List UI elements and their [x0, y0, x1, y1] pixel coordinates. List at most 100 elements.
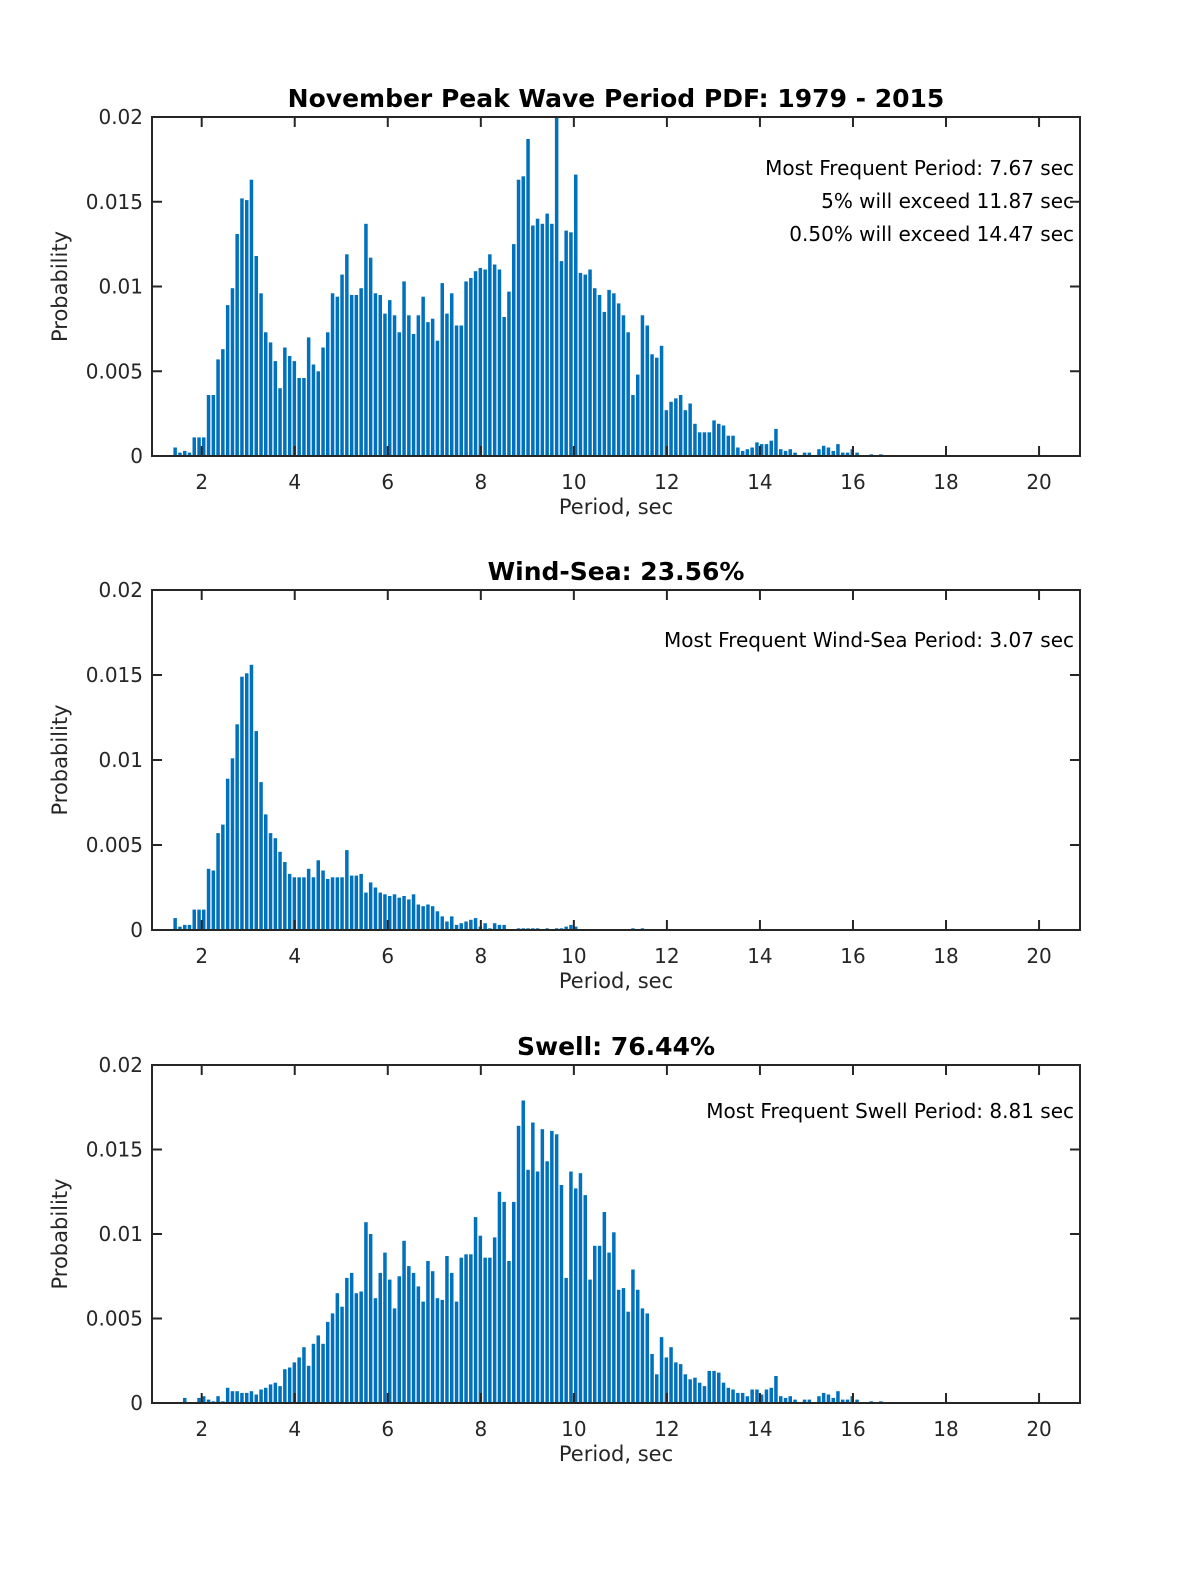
- bar: [359, 873, 363, 930]
- bar: [569, 232, 573, 456]
- bar: [216, 359, 220, 456]
- bar: [793, 452, 797, 456]
- bar: [683, 410, 688, 456]
- bar: [421, 906, 425, 930]
- bar: [574, 1188, 578, 1403]
- bar: [445, 313, 449, 456]
- bar: [240, 676, 244, 930]
- bar: [287, 356, 292, 456]
- bar: [445, 921, 449, 930]
- bar: [483, 269, 487, 456]
- bar: [502, 924, 506, 930]
- bar: [621, 315, 626, 456]
- bar: [297, 877, 301, 930]
- axis-ticks: [152, 116, 1080, 457]
- bar: [597, 295, 602, 456]
- bar: [354, 295, 359, 456]
- bar: [774, 428, 778, 456]
- annotation-most-frequent-windsea-period: Most Frequent Wind-Sea Period: 3.07 sec: [664, 628, 1074, 652]
- x-tick-label: 8: [474, 470, 487, 494]
- bar: [335, 877, 340, 930]
- bar: [483, 923, 487, 930]
- bar: [225, 305, 230, 456]
- bar: [669, 401, 673, 456]
- bar: [545, 213, 549, 456]
- bar: [855, 1399, 859, 1403]
- x-tick-label: 14: [747, 470, 772, 494]
- bar: [178, 452, 182, 456]
- bar: [497, 924, 502, 930]
- bar: [335, 1293, 340, 1404]
- bar: [745, 1396, 750, 1403]
- bar: [183, 924, 187, 930]
- bar: [507, 1261, 511, 1403]
- bar: [779, 1396, 783, 1403]
- bar: [373, 887, 378, 930]
- bar: [364, 892, 368, 930]
- bar: [464, 921, 468, 930]
- chart-3-annotations: Most Frequent Swell Period: 8.81 sec: [252, 1095, 1074, 1128]
- x-tick-label: 20: [1026, 944, 1051, 968]
- bar: [645, 325, 649, 456]
- bar: [841, 1399, 845, 1403]
- bar: [349, 875, 354, 930]
- annotation-5pct-exceed: 5% will exceed 11.87 sec: [821, 189, 1074, 213]
- bar: [292, 877, 297, 930]
- bar: [602, 1212, 607, 1403]
- bar: [492, 923, 497, 930]
- y-tick-label: 0.01: [98, 275, 143, 299]
- bar: [221, 349, 225, 456]
- x-tick-label: 12: [654, 1417, 679, 1441]
- bar: [826, 1394, 831, 1403]
- y-tick-label: 0.02: [98, 578, 143, 602]
- chart-1-annotations: Most Frequent Period: 7.67 sec 5% will e…: [252, 152, 1074, 251]
- bar: [564, 230, 568, 456]
- bar: [807, 452, 812, 456]
- bar: [192, 437, 196, 456]
- bar: [364, 1222, 368, 1403]
- bar: [817, 449, 821, 456]
- bar: [578, 272, 583, 456]
- bar: [306, 868, 311, 930]
- bar: [426, 322, 430, 456]
- bar: [268, 833, 273, 930]
- bar: [402, 1240, 406, 1403]
- bar: [411, 334, 416, 456]
- bar: [717, 423, 721, 456]
- bar: [774, 1376, 778, 1403]
- bar: [373, 1298, 378, 1403]
- bar: [817, 1396, 821, 1403]
- y-axis-label: Probability: [48, 1178, 72, 1289]
- bar: [216, 1396, 220, 1403]
- bar: [745, 449, 750, 456]
- bar: [402, 281, 406, 456]
- bar: [225, 778, 230, 930]
- bar: [430, 318, 435, 456]
- bar: [788, 449, 792, 456]
- x-tick-label: 16: [840, 1417, 865, 1441]
- x-tick-label: 4: [288, 944, 301, 968]
- bar: [516, 1125, 521, 1403]
- bar: [278, 851, 282, 930]
- bar: [531, 1122, 535, 1403]
- bar: [469, 1254, 473, 1403]
- x-axis-label: Period, sec: [559, 969, 673, 993]
- chart-1: 2 4 6 8 10 12 14 16 18 20 0 0.005 0.01 0.015 0.02 Perio…: [48, 105, 1081, 519]
- bar: [659, 1337, 664, 1403]
- bar: [273, 1382, 278, 1403]
- bar: [736, 447, 740, 456]
- bar: [249, 664, 254, 930]
- y-tick-label: 0.015: [86, 190, 143, 214]
- bar: [197, 909, 201, 930]
- bar: [359, 288, 363, 456]
- bar: [259, 782, 263, 930]
- bar: [330, 293, 335, 456]
- x-tick-label: 18: [933, 470, 958, 494]
- bar: [655, 1374, 659, 1403]
- chart-3: 2 4 6 8 10 12 14 16 18 20 0 0.005 0.01 0.015 0.02 Perio…: [48, 1053, 1081, 1466]
- bar: [283, 862, 287, 930]
- bar: [297, 1357, 301, 1403]
- bar: [726, 1387, 731, 1403]
- bar: [221, 824, 225, 930]
- bar: [636, 374, 640, 456]
